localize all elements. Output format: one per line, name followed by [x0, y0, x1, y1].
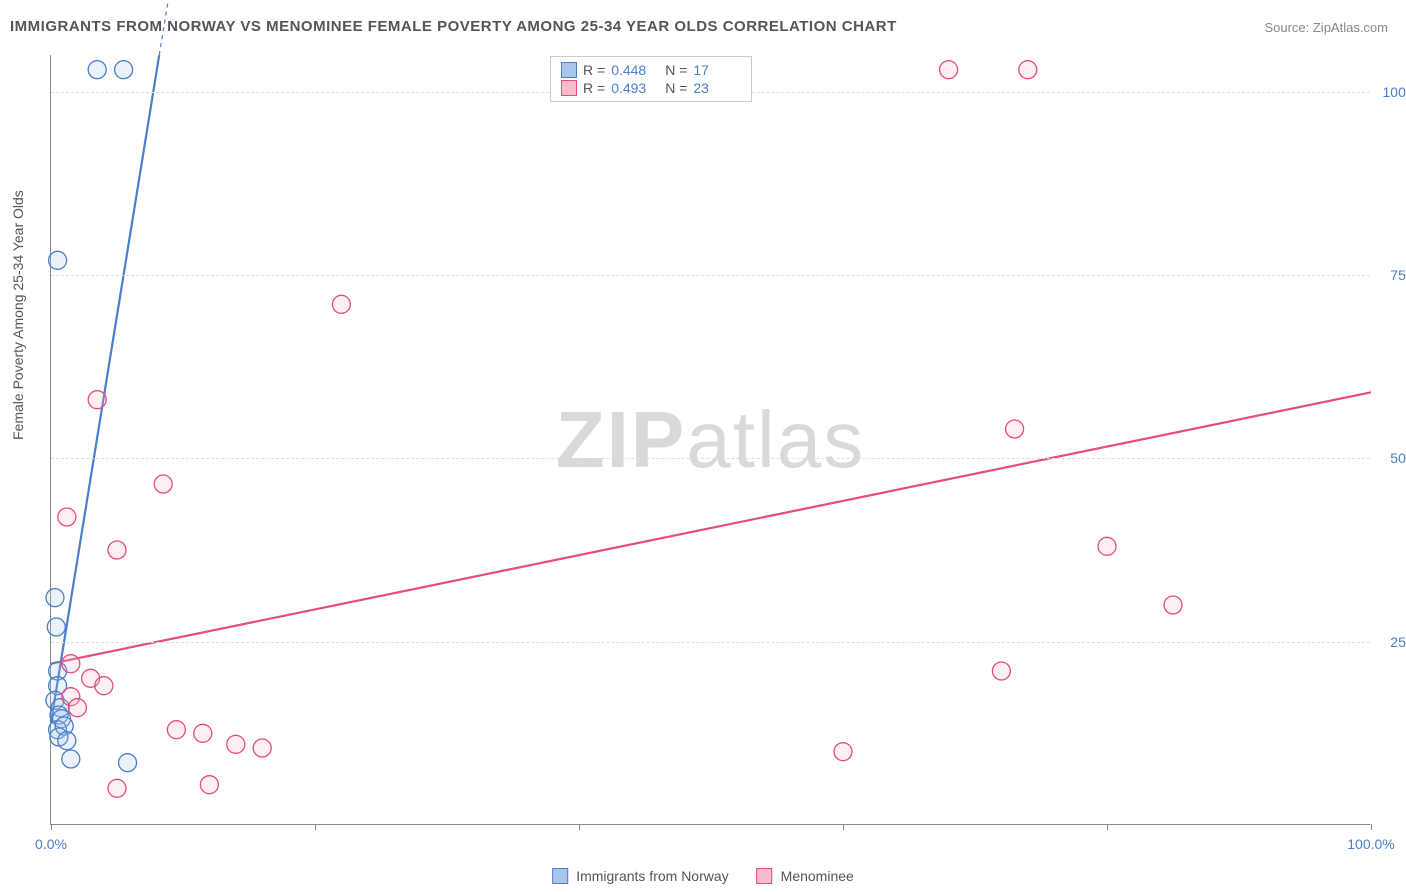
data-point-menominee — [154, 475, 172, 493]
data-point-menominee — [58, 508, 76, 526]
x-tick — [1107, 824, 1108, 830]
source-attribution: Source: ZipAtlas.com — [1264, 20, 1388, 35]
source-label: Source: — [1264, 20, 1312, 35]
legend-n-label: N = — [665, 62, 687, 78]
plot-area: ZIPatlas 25.0%50.0%75.0%100.0%0.0%100.0% — [50, 55, 1370, 825]
legend-stat-row-menominee: R = 0.493 N = 23 — [561, 79, 741, 97]
data-point-menominee — [227, 735, 245, 753]
legend-stat-row-norway: R = 0.448 N = 17 — [561, 61, 741, 79]
data-point-menominee — [332, 295, 350, 313]
legend-correlation-box: R = 0.448 N = 17 R = 0.493 N = 23 — [550, 56, 752, 102]
legend-series: Immigrants from Norway Menominee — [552, 868, 854, 884]
legend-series-label: Menominee — [781, 868, 854, 884]
x-tick — [51, 824, 52, 830]
data-point-menominee — [200, 776, 218, 794]
data-point-menominee — [253, 739, 271, 757]
legend-r-value: 0.493 — [611, 80, 659, 96]
data-point-menominee — [1098, 537, 1116, 555]
legend-n-value: 23 — [693, 80, 741, 96]
data-point-menominee — [68, 699, 86, 717]
x-tick-label: 0.0% — [35, 836, 67, 852]
data-point-norway — [49, 251, 67, 269]
legend-swatch-icon — [561, 62, 577, 78]
legend-r-value: 0.448 — [611, 62, 659, 78]
data-point-menominee — [108, 779, 126, 797]
legend-r-label: R = — [583, 80, 605, 96]
data-point-menominee — [992, 662, 1010, 680]
trend-line-norway — [51, 55, 159, 722]
gridline — [51, 275, 1370, 276]
y-tick-label: 50.0% — [1390, 450, 1406, 466]
trend-line-menominee — [51, 392, 1371, 663]
data-point-menominee — [1006, 420, 1024, 438]
data-point-norway — [46, 589, 64, 607]
data-point-norway — [88, 61, 106, 79]
data-point-menominee — [1019, 61, 1037, 79]
data-point-norway — [47, 618, 65, 636]
legend-swatch-icon — [757, 868, 773, 884]
data-point-norway — [62, 750, 80, 768]
x-tick — [1371, 824, 1372, 830]
x-tick — [579, 824, 580, 830]
legend-n-label: N = — [665, 80, 687, 96]
legend-r-label: R = — [583, 62, 605, 78]
data-point-menominee — [1164, 596, 1182, 614]
plot-svg — [51, 55, 1370, 824]
data-point-norway — [115, 61, 133, 79]
data-point-norway — [119, 754, 137, 772]
x-tick-label: 100.0% — [1347, 836, 1394, 852]
y-tick-label: 75.0% — [1390, 267, 1406, 283]
data-point-menominee — [834, 743, 852, 761]
gridline — [51, 642, 1370, 643]
y-axis-label: Female Poverty Among 25-34 Year Olds — [10, 190, 26, 440]
legend-swatch-icon — [552, 868, 568, 884]
data-point-norway — [58, 732, 76, 750]
data-point-menominee — [108, 541, 126, 559]
legend-n-value: 17 — [693, 62, 741, 78]
legend-series-item-norway: Immigrants from Norway — [552, 868, 728, 884]
gridline — [51, 458, 1370, 459]
data-point-menominee — [167, 721, 185, 739]
legend-series-item-menominee: Menominee — [757, 868, 854, 884]
data-point-menominee — [62, 655, 80, 673]
data-point-menominee — [95, 677, 113, 695]
chart-title: IMMIGRANTS FROM NORWAY VS MENOMINEE FEMA… — [10, 18, 897, 35]
data-point-menominee — [940, 61, 958, 79]
x-tick — [315, 824, 316, 830]
y-tick-label: 100.0% — [1383, 84, 1406, 100]
legend-series-label: Immigrants from Norway — [576, 868, 728, 884]
source-value: ZipAtlas.com — [1313, 20, 1388, 35]
data-point-menominee — [88, 391, 106, 409]
data-point-menominee — [194, 724, 212, 742]
x-tick — [843, 824, 844, 830]
y-tick-label: 25.0% — [1390, 634, 1406, 650]
legend-swatch-icon — [561, 80, 577, 96]
